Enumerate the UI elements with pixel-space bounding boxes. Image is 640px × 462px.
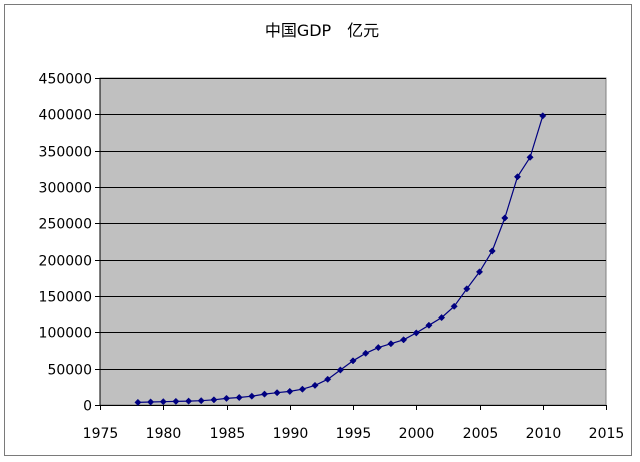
data-point-marker <box>248 392 256 400</box>
data-point-marker <box>488 247 496 255</box>
x-axis-tick-labels: 1975 1980 1985 1990 1995 2000 2005 2010 2015 <box>83 426 625 442</box>
data-point-marker <box>222 394 231 402</box>
data-point-marker <box>336 366 344 374</box>
data-point-marker <box>463 285 471 293</box>
data-point-marker <box>412 329 420 337</box>
data-point-marker <box>425 321 433 329</box>
data-point-marker <box>210 396 218 404</box>
y-tick-label: 150000 <box>39 290 92 306</box>
y-tick-label: 300000 <box>39 181 92 197</box>
data-point-marker <box>450 302 458 310</box>
x-tick-label: 2000 <box>399 426 435 442</box>
data-point-marker <box>298 385 306 393</box>
data-point-marker <box>197 397 205 405</box>
data-point-marker <box>374 344 382 352</box>
y-tick-label: 0 <box>83 399 92 415</box>
grid-lines <box>100 78 606 370</box>
data-point-marker <box>324 375 332 383</box>
data-point-marker <box>286 387 294 395</box>
data-point-marker <box>235 393 243 402</box>
y-tick-label: 350000 <box>39 145 92 161</box>
plot-area <box>99 77 607 406</box>
data-point-marker <box>311 381 319 389</box>
gdp-series <box>134 112 547 406</box>
x-tick-label: 1975 <box>83 426 119 442</box>
y-tick-label: 50000 <box>47 363 92 379</box>
y-tick-label: 200000 <box>39 254 92 270</box>
data-point-marker <box>260 390 269 398</box>
x-tick-label: 1985 <box>210 426 246 442</box>
data-point-marker <box>501 214 509 222</box>
data-point-marker <box>349 357 357 365</box>
x-tick-label: 2005 <box>463 426 499 442</box>
x-tick-label: 1980 <box>146 426 182 442</box>
x-tick-label: 2010 <box>526 426 562 442</box>
x-tick-label: 1990 <box>273 426 309 442</box>
x-tick-label: 2015 <box>589 426 625 442</box>
y-axis-tick-labels: 0 50000 100000 150000 200000 250000 300000 3500… <box>39 72 92 415</box>
x-tick-label: 1995 <box>336 426 372 442</box>
y-tick-label: 450000 <box>39 72 92 88</box>
y-tick-label: 100000 <box>39 326 92 342</box>
data-point-marker <box>147 398 155 406</box>
data-point-marker <box>387 340 395 348</box>
axes <box>95 78 607 410</box>
data-point-marker <box>134 398 142 406</box>
data-point-marker <box>172 397 180 405</box>
data-point-marker <box>273 389 281 397</box>
data-point-marker <box>185 397 193 405</box>
data-point-marker <box>400 336 408 344</box>
y-tick-label: 250000 <box>39 217 92 233</box>
data-point-marker <box>526 153 534 161</box>
data-point-marker <box>475 268 484 276</box>
y-tick-label: 400000 <box>39 108 92 124</box>
data-point-marker <box>539 112 547 120</box>
data-point-marker <box>159 398 167 406</box>
data-point-marker <box>438 314 446 322</box>
data-point-marker <box>362 349 370 357</box>
data-point-marker <box>513 173 522 181</box>
chart-title: 中国GDP 亿元 <box>265 21 379 40</box>
